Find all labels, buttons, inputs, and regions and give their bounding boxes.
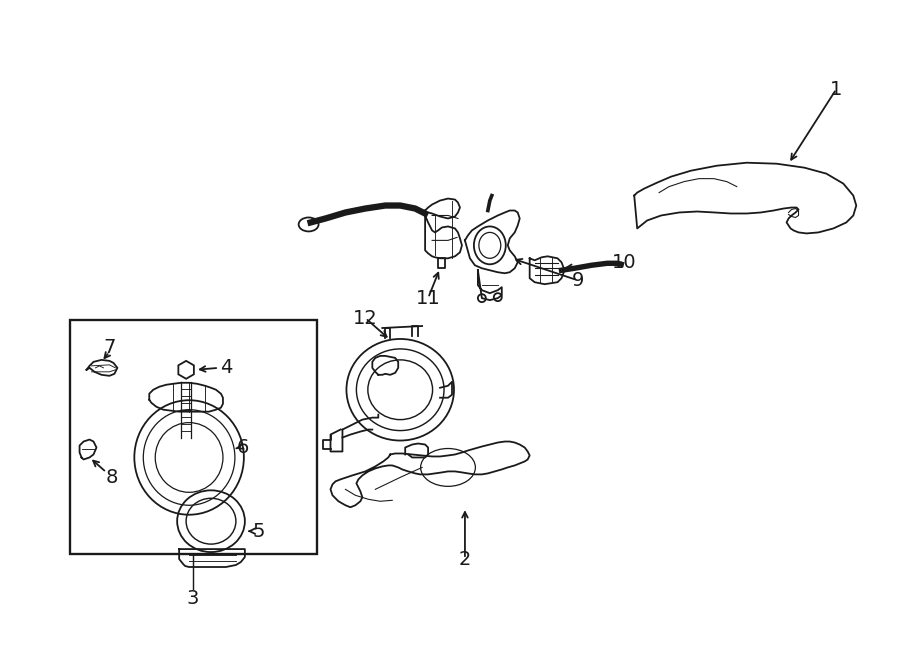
Text: 5: 5 [253,522,266,541]
Text: 11: 11 [416,289,440,307]
Text: 12: 12 [353,309,378,328]
Text: 4: 4 [220,358,232,377]
Bar [69,320,317,554]
Text: 1: 1 [830,79,842,98]
Text: 9: 9 [572,271,583,290]
Text: 8: 8 [105,468,118,487]
Text: 10: 10 [612,253,636,272]
Text: 6: 6 [237,438,249,457]
Text: 3: 3 [187,590,199,608]
Text: 2: 2 [459,549,471,568]
Text: 7: 7 [104,338,115,358]
